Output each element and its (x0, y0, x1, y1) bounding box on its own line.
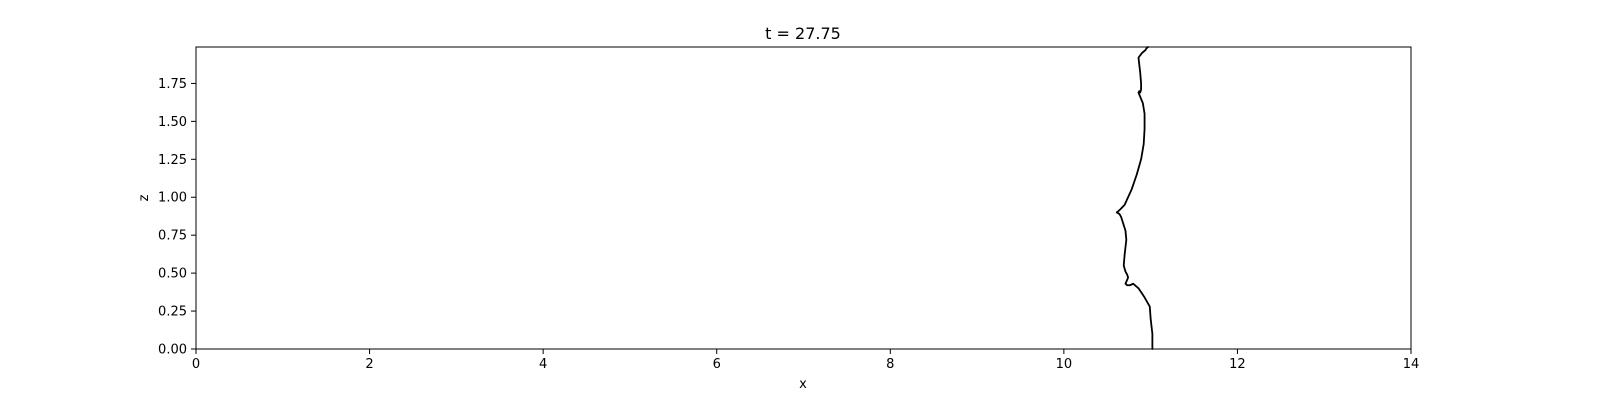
x-tick-label: 8 (886, 357, 894, 372)
x-tick-label: 14 (1403, 357, 1420, 372)
y-tick-label: 0.25 (158, 305, 187, 320)
y-tick-label: 1.50 (158, 115, 187, 130)
x-tick-label: 0 (192, 357, 200, 372)
x-tick-label: 2 (365, 357, 373, 372)
y-tick-label: 0.50 (158, 267, 187, 282)
x-tick-label: 10 (1056, 357, 1073, 372)
chart-title: t = 27.75 (765, 24, 841, 43)
y-axis-ticks: 0.00 0.25 0.50 0.75 1.00 1.25 1.50 1.75 (158, 77, 196, 358)
y-tick-label: 0.75 (158, 229, 187, 244)
x-axis-label: x (799, 377, 807, 392)
x-tick-label: 12 (1229, 357, 1246, 372)
y-axis-label: z (137, 194, 152, 201)
y-tick-label: 1.75 (158, 77, 187, 92)
y-tick-label: 1.25 (158, 153, 187, 168)
x-axis-ticks: 0 2 4 6 8 10 12 14 (192, 349, 1419, 372)
plot-frame (195, 46, 1412, 350)
x-tick-label: 4 (539, 357, 547, 372)
x-tick-label: 6 (713, 357, 721, 372)
plot-background (196, 47, 1411, 349)
y-tick-label: 0.00 (158, 343, 187, 358)
series-line (1115, 46, 1154, 350)
y-tick-label: 1.00 (158, 191, 187, 206)
plot-area (196, 47, 1411, 349)
